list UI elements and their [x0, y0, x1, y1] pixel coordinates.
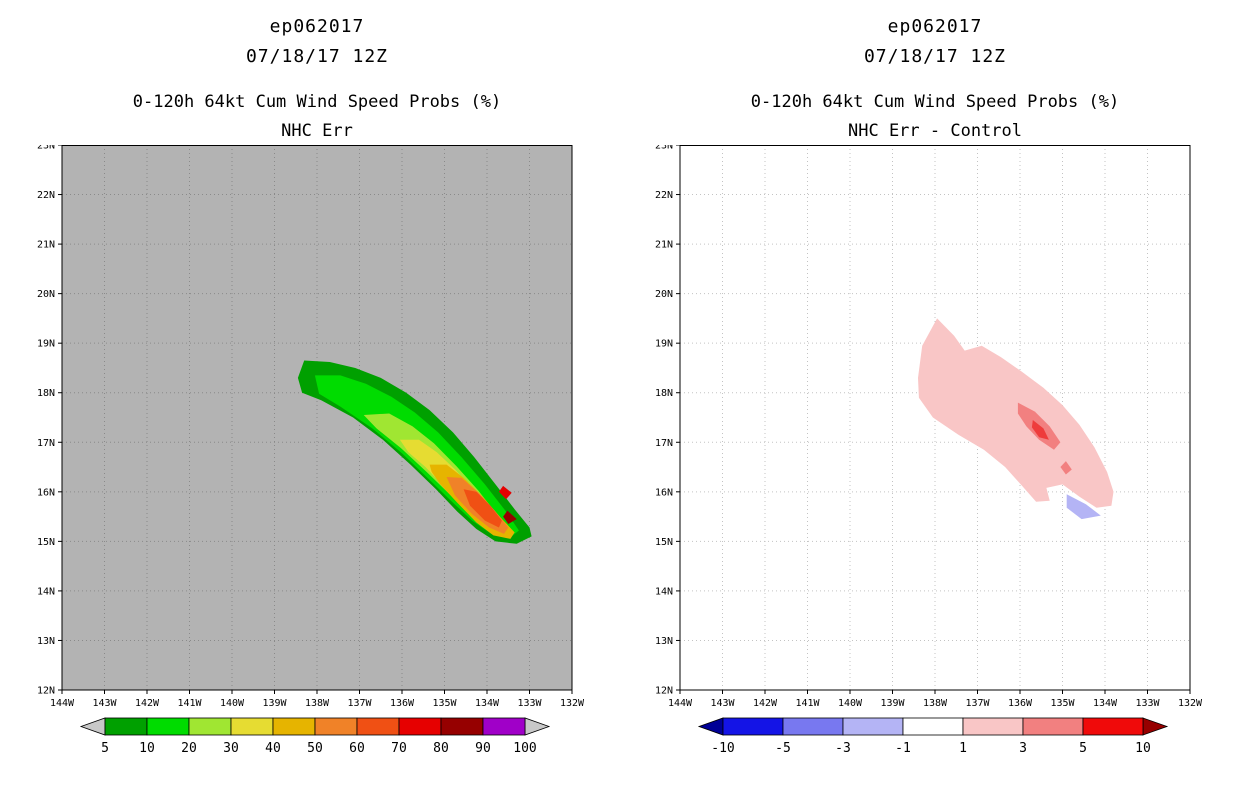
- svg-text:141W: 141W: [795, 698, 820, 709]
- svg-text:100: 100: [513, 741, 536, 756]
- svg-text:16N: 16N: [37, 487, 55, 498]
- svg-text:19N: 19N: [37, 339, 55, 350]
- svg-text:17N: 17N: [655, 438, 673, 449]
- wind-speed-probability-difference-map: 23N 22N 21N 20N 19N 18N 17N 16N 15N 14N 13N 12N144W…: [655, 145, 1203, 756]
- svg-text:21N: 21N: [37, 240, 55, 251]
- svg-text:30: 30: [223, 741, 239, 756]
- svg-text:-10: -10: [711, 741, 734, 756]
- svg-text:12N: 12N: [37, 686, 55, 697]
- svg-text:70: 70: [391, 741, 407, 756]
- svg-text:137W: 137W: [965, 698, 990, 709]
- svg-text:3: 3: [1019, 741, 1027, 756]
- svg-text:144W: 144W: [668, 698, 693, 709]
- svg-text:-5: -5: [775, 741, 791, 756]
- svg-text:141W: 141W: [177, 698, 202, 709]
- svg-text:136W: 136W: [390, 698, 415, 709]
- svg-text:138W: 138W: [305, 698, 330, 709]
- chart-subtitle: NHC Err - Control: [848, 121, 1022, 141]
- svg-text:135W: 135W: [432, 698, 457, 709]
- svg-text:14N: 14N: [37, 586, 55, 597]
- svg-text:-3: -3: [835, 741, 851, 756]
- svg-text:10: 10: [139, 741, 155, 756]
- svg-text:5: 5: [1079, 741, 1087, 756]
- svg-text:140W: 140W: [220, 698, 245, 709]
- svg-text:134W: 134W: [475, 698, 500, 709]
- svg-text:20: 20: [181, 741, 197, 756]
- svg-text:132W: 132W: [560, 698, 585, 709]
- svg-text:143W: 143W: [710, 698, 735, 709]
- chart-title: 0-120h 64kt Cum Wind Speed Probs (%): [750, 92, 1120, 112]
- svg-text:22N: 22N: [37, 190, 55, 201]
- svg-text:60: 60: [349, 741, 365, 756]
- svg-text:142W: 142W: [753, 698, 778, 709]
- svg-text:21N: 21N: [655, 240, 673, 251]
- svg-text:-1: -1: [895, 741, 911, 756]
- svg-text:5: 5: [101, 741, 109, 756]
- chart-title: 0-120h 64kt Cum Wind Speed Probs (%): [132, 92, 502, 112]
- svg-text:132W: 132W: [1178, 698, 1203, 709]
- svg-text:13N: 13N: [37, 636, 55, 647]
- svg-text:139W: 139W: [262, 698, 287, 709]
- svg-text:14N: 14N: [655, 586, 673, 597]
- svg-text:136W: 136W: [1008, 698, 1033, 709]
- svg-text:90: 90: [475, 741, 491, 756]
- svg-text:50: 50: [307, 741, 323, 756]
- svg-text:22N: 22N: [655, 190, 673, 201]
- svg-text:138W: 138W: [923, 698, 948, 709]
- svg-text:13N: 13N: [655, 636, 673, 647]
- svg-text:10: 10: [1135, 741, 1151, 756]
- svg-text:133W: 133W: [517, 698, 542, 709]
- init-time: 07/18/17 12Z: [863, 46, 1007, 67]
- svg-text:1: 1: [959, 741, 967, 756]
- svg-text:137W: 137W: [347, 698, 372, 709]
- svg-text:139W: 139W: [880, 698, 905, 709]
- svg-text:20N: 20N: [37, 289, 55, 300]
- svg-text:20N: 20N: [655, 289, 673, 300]
- svg-text:12N: 12N: [655, 686, 673, 697]
- svg-text:144W: 144W: [50, 698, 75, 709]
- svg-text:140W: 140W: [838, 698, 863, 709]
- svg-text:133W: 133W: [1135, 698, 1160, 709]
- svg-text:15N: 15N: [37, 537, 55, 548]
- init-time: 07/18/17 12Z: [245, 46, 389, 67]
- svg-text:80: 80: [433, 741, 449, 756]
- panel-nhc-err: ep062017 07/18/17 12Z 0-120h 64kt Cum Wi…: [37, 0, 585, 756]
- chart-subtitle: NHC Err: [281, 121, 353, 141]
- svg-text:15N: 15N: [655, 537, 673, 548]
- wind-speed-probability-map: 23N 22N 21N 20N 19N 18N 17N 16N 15N 14N 13N 12N144W…: [37, 145, 585, 756]
- svg-text:19N: 19N: [655, 339, 673, 350]
- svg-text:134W: 134W: [1093, 698, 1118, 709]
- panel-titles: ep062017 07/18/17 12Z 0-120h 64kt Cum Wi…: [680, 0, 1190, 145]
- storm-id: ep062017: [269, 16, 365, 37]
- svg-text:16N: 16N: [655, 487, 673, 498]
- svg-text:135W: 135W: [1050, 698, 1075, 709]
- svg-text:143W: 143W: [92, 698, 117, 709]
- panel-nhc-err-minus-control: ep062017 07/18/17 12Z 0-120h 64kt Cum Wi…: [618, 0, 1236, 800]
- panel-titles: ep062017 07/18/17 12Z 0-120h 64kt Cum Wi…: [62, 0, 572, 145]
- svg-text:142W: 142W: [135, 698, 160, 709]
- svg-text:23N: 23N: [655, 145, 673, 152]
- svg-text:40: 40: [265, 741, 281, 756]
- svg-text:18N: 18N: [655, 388, 673, 399]
- svg-text:23N: 23N: [37, 145, 55, 152]
- svg-text:17N: 17N: [37, 438, 55, 449]
- storm-id: ep062017: [887, 16, 983, 37]
- svg-text:18N: 18N: [37, 388, 55, 399]
